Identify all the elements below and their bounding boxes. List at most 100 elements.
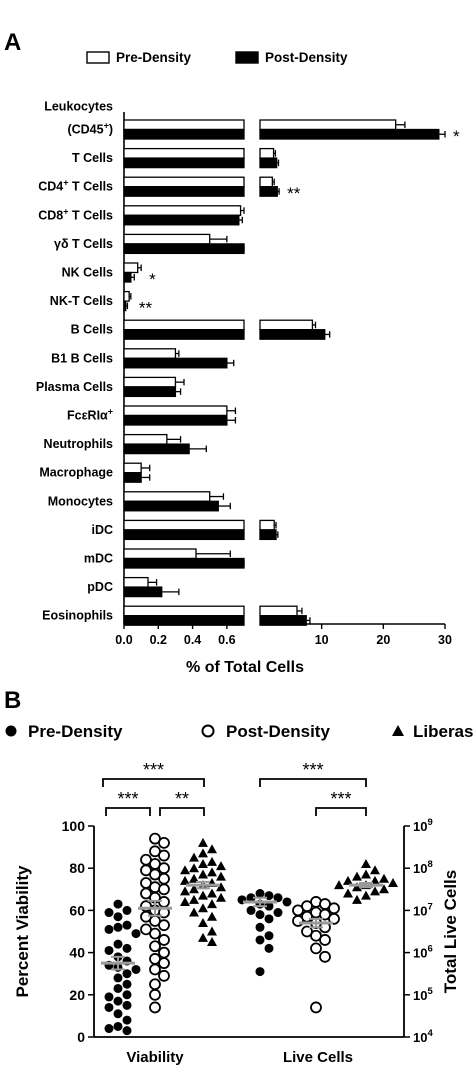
category-label: pDC <box>87 580 113 594</box>
data-point-pre-density <box>264 891 274 901</box>
category-label-suffix: T Cells <box>69 208 114 222</box>
y-right-tick-exponent: 9 <box>427 817 432 828</box>
bar-post-density-right-part <box>259 529 277 541</box>
panel-b-letter: B <box>4 687 21 714</box>
category-label-text: NK Cells <box>62 266 113 280</box>
data-point-pre-density <box>282 897 292 907</box>
bar-pre-density <box>123 262 139 274</box>
legend-marker-post-density <box>201 724 215 738</box>
data-point-pre-density <box>255 922 265 932</box>
data-point-liberase <box>207 844 217 854</box>
category-label-text: B1 B Cells <box>51 351 113 365</box>
category-label: T Cells <box>72 151 113 165</box>
category-label: Macrophage <box>39 466 113 480</box>
data-point-pre-density <box>113 899 123 909</box>
data-point-pre-density <box>255 889 265 899</box>
panel-a-letter: A <box>4 29 21 56</box>
bar-pre-density <box>123 376 177 388</box>
y-right-tick-exponent: 7 <box>427 901 432 912</box>
bar-post-density <box>123 557 245 569</box>
data-point-pre-density <box>264 931 274 941</box>
category-label-superscript: + <box>63 206 68 216</box>
data-point-post-density <box>158 872 170 885</box>
bar-pre-density <box>123 433 168 445</box>
data-point-post-density <box>158 849 170 862</box>
category-label: B1 B Cells <box>51 351 113 365</box>
bar-post-density <box>123 300 127 312</box>
bar-pre-density <box>123 405 228 417</box>
bar-pre-density <box>123 348 177 359</box>
data-point-liberase <box>379 873 389 883</box>
data-point-pre-density <box>122 943 132 953</box>
bar-pre-density <box>123 548 197 560</box>
data-point-liberase <box>361 890 371 900</box>
y-right-tick-exponent: 8 <box>427 859 432 870</box>
data-point-post-density <box>328 902 340 915</box>
y-right-tick-label: 109 <box>413 817 433 834</box>
y-right-tick-exponent: 4 <box>427 1028 433 1039</box>
bar-pre-density-left-part <box>123 519 245 531</box>
bar-post-density <box>123 214 240 226</box>
data-point-liberase <box>198 869 208 879</box>
legend-marker-pre-density <box>5 725 17 737</box>
data-point-pre-density <box>264 914 274 924</box>
significance-bracket <box>259 778 367 787</box>
bar-pre-density-left-part <box>123 319 245 331</box>
bar-post-density <box>123 271 132 283</box>
data-point-liberase <box>352 882 362 892</box>
data-point-pre-density <box>131 964 141 974</box>
y-right-tick-base: 10 <box>413 946 427 961</box>
category-label-text: NK-T Cells <box>50 294 113 308</box>
data-point-liberase <box>207 926 217 936</box>
category-label-text: Eosinophils <box>42 609 113 623</box>
significance-label: *** <box>302 760 323 780</box>
x-tick-label: 0.0 <box>115 633 132 647</box>
data-point-liberase <box>216 871 226 881</box>
y-axis-right-title: Total Live Cells <box>441 870 460 993</box>
category-label: CD4+ T Cells <box>38 178 113 194</box>
data-point-pre-density <box>255 910 265 920</box>
data-point-post-density <box>149 940 161 953</box>
bar-pre-density <box>123 290 130 302</box>
category-label: iDC <box>91 523 113 537</box>
legend-swatch-pre-density <box>86 51 110 64</box>
bar-post-density-right-part <box>259 186 278 197</box>
data-point-post-density <box>158 896 170 908</box>
bar-post-density-left-part <box>123 615 245 626</box>
bar-pre-density-left-part <box>123 119 245 131</box>
data-point-liberase <box>180 875 190 885</box>
data-point-liberase <box>352 871 362 881</box>
y-axis-left-title: Percent Viability <box>13 865 32 998</box>
significance-marker: * <box>149 270 156 289</box>
category-label: B Cells <box>71 323 113 337</box>
data-point-liberase <box>207 911 217 921</box>
bar-pre-density-left-part <box>123 147 245 159</box>
panel-a-bar-chart: A Pre-Density Post-Density 0.0 0.2 0.4 0.6 10 20… <box>4 29 460 676</box>
data-point-liberase <box>189 852 199 862</box>
bar-pre-density <box>123 491 211 502</box>
data-point-pre-density <box>113 1009 123 1019</box>
y-right-tick-exponent: 5 <box>427 986 433 997</box>
x-tick-label: 0.2 <box>150 633 167 647</box>
data-point-pre-density <box>122 920 132 930</box>
y-left-tick-label: 40 <box>69 945 85 961</box>
category-label-text: Plasma Cells <box>36 380 113 394</box>
data-point-pre-density <box>104 1024 114 1034</box>
bar-post-density-right-part <box>259 615 307 626</box>
data-point-liberase <box>189 863 199 873</box>
data-point-post-density <box>158 883 170 896</box>
data-point-post-density <box>328 912 340 925</box>
y-right-tick-label: 104 <box>413 1028 433 1045</box>
data-point-pre-density <box>113 1021 123 1031</box>
category-label-text: iDC <box>91 523 113 537</box>
category-label-text: (CD45 <box>67 123 103 137</box>
x-tick-label: 20 <box>376 633 390 647</box>
data-point-pre-density <box>113 996 123 1006</box>
data-point-liberase <box>343 888 353 898</box>
significance-label: *** <box>143 760 164 780</box>
data-point-post-density <box>149 978 161 991</box>
y-right-tick-base: 10 <box>413 1030 427 1045</box>
significance-marker: ** <box>287 184 301 203</box>
bar-post-density <box>123 500 219 512</box>
data-point-liberase <box>216 882 226 892</box>
